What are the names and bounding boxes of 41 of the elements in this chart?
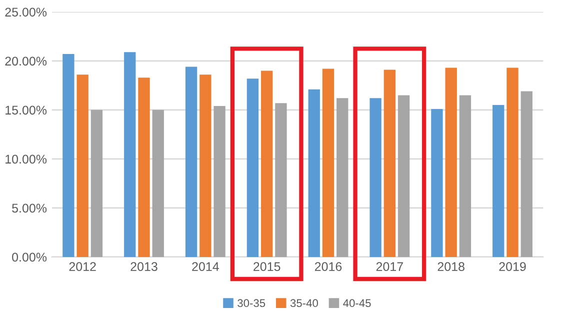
bar bbox=[200, 74, 212, 257]
bar bbox=[520, 91, 532, 257]
legend-label: 40-45 bbox=[343, 299, 371, 308]
x-tick-label: 2018 bbox=[438, 262, 464, 271]
x-tick-label: 2012 bbox=[69, 262, 96, 271]
bar bbox=[431, 108, 443, 257]
bar bbox=[275, 103, 287, 257]
bar bbox=[260, 70, 273, 257]
bar bbox=[384, 70, 396, 257]
bar bbox=[90, 110, 103, 257]
x-tick-label: 2015 bbox=[254, 262, 280, 271]
x-tick-label: 2016 bbox=[314, 262, 342, 271]
bar bbox=[459, 95, 472, 257]
x-tick-label: 2019 bbox=[499, 262, 526, 271]
x-tick-label: 2014 bbox=[192, 262, 219, 271]
bar bbox=[398, 95, 410, 257]
y-tick-label: 20.00% bbox=[5, 56, 47, 66]
y-tick-label: 15.00% bbox=[6, 106, 47, 115]
bar bbox=[62, 54, 74, 257]
y-tick-label: 10.00% bbox=[6, 154, 47, 164]
bar bbox=[185, 66, 198, 257]
bar bbox=[370, 98, 382, 257]
bar bbox=[246, 78, 259, 257]
bar bbox=[76, 74, 88, 257]
bar bbox=[152, 110, 164, 257]
bar bbox=[322, 68, 334, 257]
bar bbox=[214, 106, 226, 257]
bar bbox=[492, 105, 504, 257]
y-tick-label: 25.00% bbox=[5, 8, 47, 17]
bar bbox=[308, 89, 320, 257]
legend-label: 35-40 bbox=[290, 299, 318, 308]
bar bbox=[138, 78, 150, 257]
y-tick-label: 0.00% bbox=[12, 252, 47, 262]
x-tick-label: 2017 bbox=[376, 262, 403, 271]
bar bbox=[506, 68, 518, 257]
bar bbox=[336, 98, 348, 257]
bar bbox=[124, 52, 136, 257]
x-tick-label: 2013 bbox=[130, 262, 158, 271]
legend-label: 30-35 bbox=[238, 299, 266, 308]
bar bbox=[445, 68, 457, 257]
y-tick-label: 5.00% bbox=[12, 204, 47, 213]
